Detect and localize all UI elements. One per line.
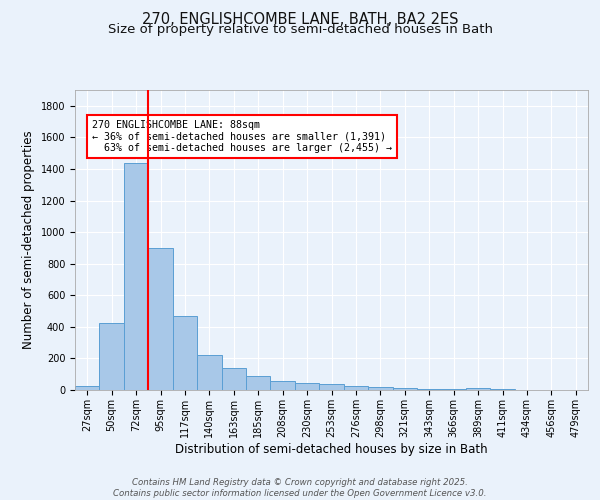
Y-axis label: Number of semi-detached properties: Number of semi-detached properties: [22, 130, 35, 350]
Bar: [319, 384, 344, 390]
Bar: [368, 387, 392, 390]
Bar: [271, 381, 295, 390]
Bar: [75, 386, 100, 390]
Bar: [100, 323, 124, 390]
Bar: [197, 356, 221, 390]
Bar: [490, 388, 515, 390]
Bar: [148, 248, 173, 390]
Text: Size of property relative to semi-detached houses in Bath: Size of property relative to semi-detach…: [107, 24, 493, 36]
Bar: [173, 316, 197, 390]
Text: 270 ENGLISHCOMBE LANE: 88sqm
← 36% of semi-detached houses are smaller (1,391)
 : 270 ENGLISHCOMBE LANE: 88sqm ← 36% of se…: [92, 120, 392, 153]
Bar: [124, 162, 148, 390]
X-axis label: Distribution of semi-detached houses by size in Bath: Distribution of semi-detached houses by …: [175, 442, 488, 456]
Text: 270, ENGLISHCOMBE LANE, BATH, BA2 2ES: 270, ENGLISHCOMBE LANE, BATH, BA2 2ES: [142, 12, 458, 28]
Bar: [466, 388, 490, 390]
Bar: [221, 368, 246, 390]
Bar: [417, 388, 442, 390]
Text: Contains HM Land Registry data © Crown copyright and database right 2025.
Contai: Contains HM Land Registry data © Crown c…: [113, 478, 487, 498]
Bar: [442, 389, 466, 390]
Bar: [392, 388, 417, 390]
Bar: [246, 376, 271, 390]
Bar: [344, 386, 368, 390]
Bar: [295, 383, 319, 390]
